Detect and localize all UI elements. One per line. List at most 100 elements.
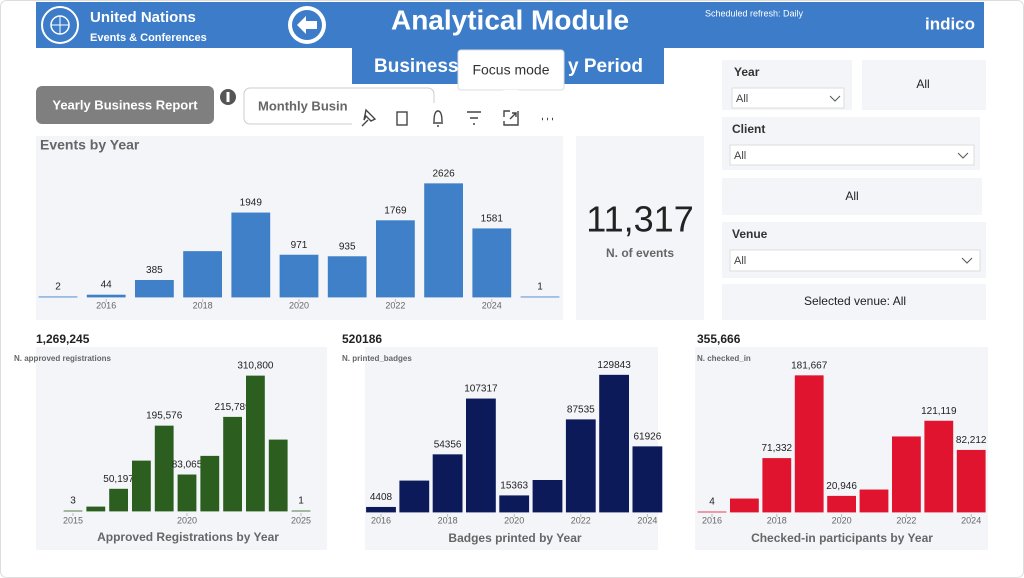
data-label: 129843 (597, 360, 631, 371)
monthly-button-label: Monthly Busin (258, 98, 348, 113)
visual-toolbar (352, 103, 560, 131)
bar (268, 439, 288, 512)
data-label: 83,065 (172, 460, 203, 471)
bar (86, 294, 126, 298)
info-icon[interactable] (220, 89, 236, 105)
client-selected (722, 178, 982, 215)
data-label: 935 (339, 241, 356, 252)
back-button[interactable] (288, 6, 326, 44)
x-tick-label: 2025 (291, 515, 311, 525)
bar (859, 489, 889, 513)
bar (375, 220, 415, 298)
chart-total: 355,666 (697, 332, 741, 346)
x-tick-label: 2020 (504, 515, 524, 525)
subtitle-left: Business (374, 56, 458, 77)
bar (134, 279, 174, 298)
chart-title: Approved Registrations by Year (97, 530, 279, 544)
data-label: 2626 (432, 168, 455, 179)
header-bar (36, 2, 984, 48)
data-label: 82,212 (956, 435, 987, 446)
chart-title: Checked-in participants by Year (751, 531, 933, 545)
data-label: 4 (709, 497, 715, 508)
y-axis-label: N. printed_badges (342, 354, 412, 363)
year-dropdown-value: All (736, 93, 748, 105)
bar (472, 228, 512, 298)
x-tick-label: 2024 (482, 300, 502, 310)
x-tick-label: 2020 (177, 515, 197, 525)
bar (730, 498, 759, 513)
data-label: 971 (291, 240, 308, 251)
data-label: 195,576 (146, 411, 183, 422)
subtitle-right: y Period (568, 56, 643, 77)
pin-icon[interactable] (361, 108, 377, 127)
data-label: 15363 (500, 480, 528, 491)
client-selected-text: All (845, 189, 858, 203)
year-selected (862, 60, 986, 110)
focus-icon[interactable] (503, 110, 519, 126)
bar (154, 425, 174, 512)
bar (892, 436, 921, 513)
x-tick-label: 2018 (438, 515, 458, 525)
data-label: 1769 (384, 205, 407, 216)
x-tick-label: 2020 (832, 515, 852, 525)
client-filter-label: Client (732, 122, 765, 136)
year-dropdown[interactable] (731, 87, 845, 109)
bar (327, 256, 367, 298)
bar (827, 495, 856, 513)
y-axis-label: N. checked_in (697, 354, 751, 363)
org-name: United Nations (90, 9, 196, 26)
venue-selected-text: Selected venue: All (804, 294, 906, 308)
chevron (957, 152, 969, 159)
bar (599, 374, 629, 513)
x-tick-label: 2018 (767, 515, 787, 525)
kpi-card (576, 136, 704, 320)
client-dropdown[interactable] (729, 144, 975, 166)
x-tick-label: 2018 (193, 300, 213, 310)
data-label: 54356 (434, 439, 462, 450)
venue-dropdown[interactable] (729, 249, 981, 272)
data-label: 87535 (567, 404, 595, 415)
bar (86, 506, 106, 512)
venue-selected (722, 284, 986, 320)
tooltip-text: Focus mode (472, 62, 549, 78)
bar (565, 419, 596, 513)
x-tick-label: 2016 (371, 515, 391, 525)
bar (924, 420, 954, 513)
bar (424, 183, 464, 298)
copy-icon[interactable] (396, 111, 408, 126)
data-label: 385 (146, 265, 163, 276)
bell-icon[interactable] (433, 110, 443, 127)
year-filter-label: Year (734, 65, 760, 79)
kpi-value: 11,317 (586, 199, 693, 240)
bar (956, 449, 986, 513)
x-tick-label: 2016 (96, 300, 116, 310)
bar (177, 474, 197, 512)
bar (465, 398, 496, 513)
refresh-note: Scheduled refresh: Daily (705, 8, 804, 18)
x-tick-label: 2024 (637, 515, 657, 525)
client-dropdown-value: All (734, 150, 746, 162)
filter-icon[interactable] (467, 111, 481, 125)
bar (223, 416, 243, 512)
org-sub: Events & Conferences (90, 32, 207, 44)
data-label: 1 (537, 282, 543, 293)
brand-logo: indico (925, 14, 975, 33)
x-tick-label: 2022 (571, 515, 591, 525)
venue-dropdown-value: All (734, 255, 746, 267)
charts: Events by Year 2 44 2016 385 2018 1949 971 2020 9… (14, 136, 988, 550)
data-label: 2 (55, 282, 61, 293)
bar (245, 375, 265, 512)
bar (183, 251, 223, 298)
chevron (961, 257, 973, 264)
yearly-button[interactable] (36, 86, 214, 124)
x-tick-label: 2024 (961, 515, 981, 525)
x-tick-label: 2016 (702, 515, 722, 525)
chart-total: 1,269,245 (36, 332, 90, 346)
data-label: 107317 (464, 384, 498, 395)
chart-title: Events by Year (40, 137, 140, 153)
y-axis-label: N. approved registrations (14, 354, 111, 363)
x-tick-label: 2020 (289, 300, 309, 310)
tooltip (457, 49, 565, 98)
data-label: 310,800 (237, 361, 274, 372)
bar (279, 254, 319, 298)
